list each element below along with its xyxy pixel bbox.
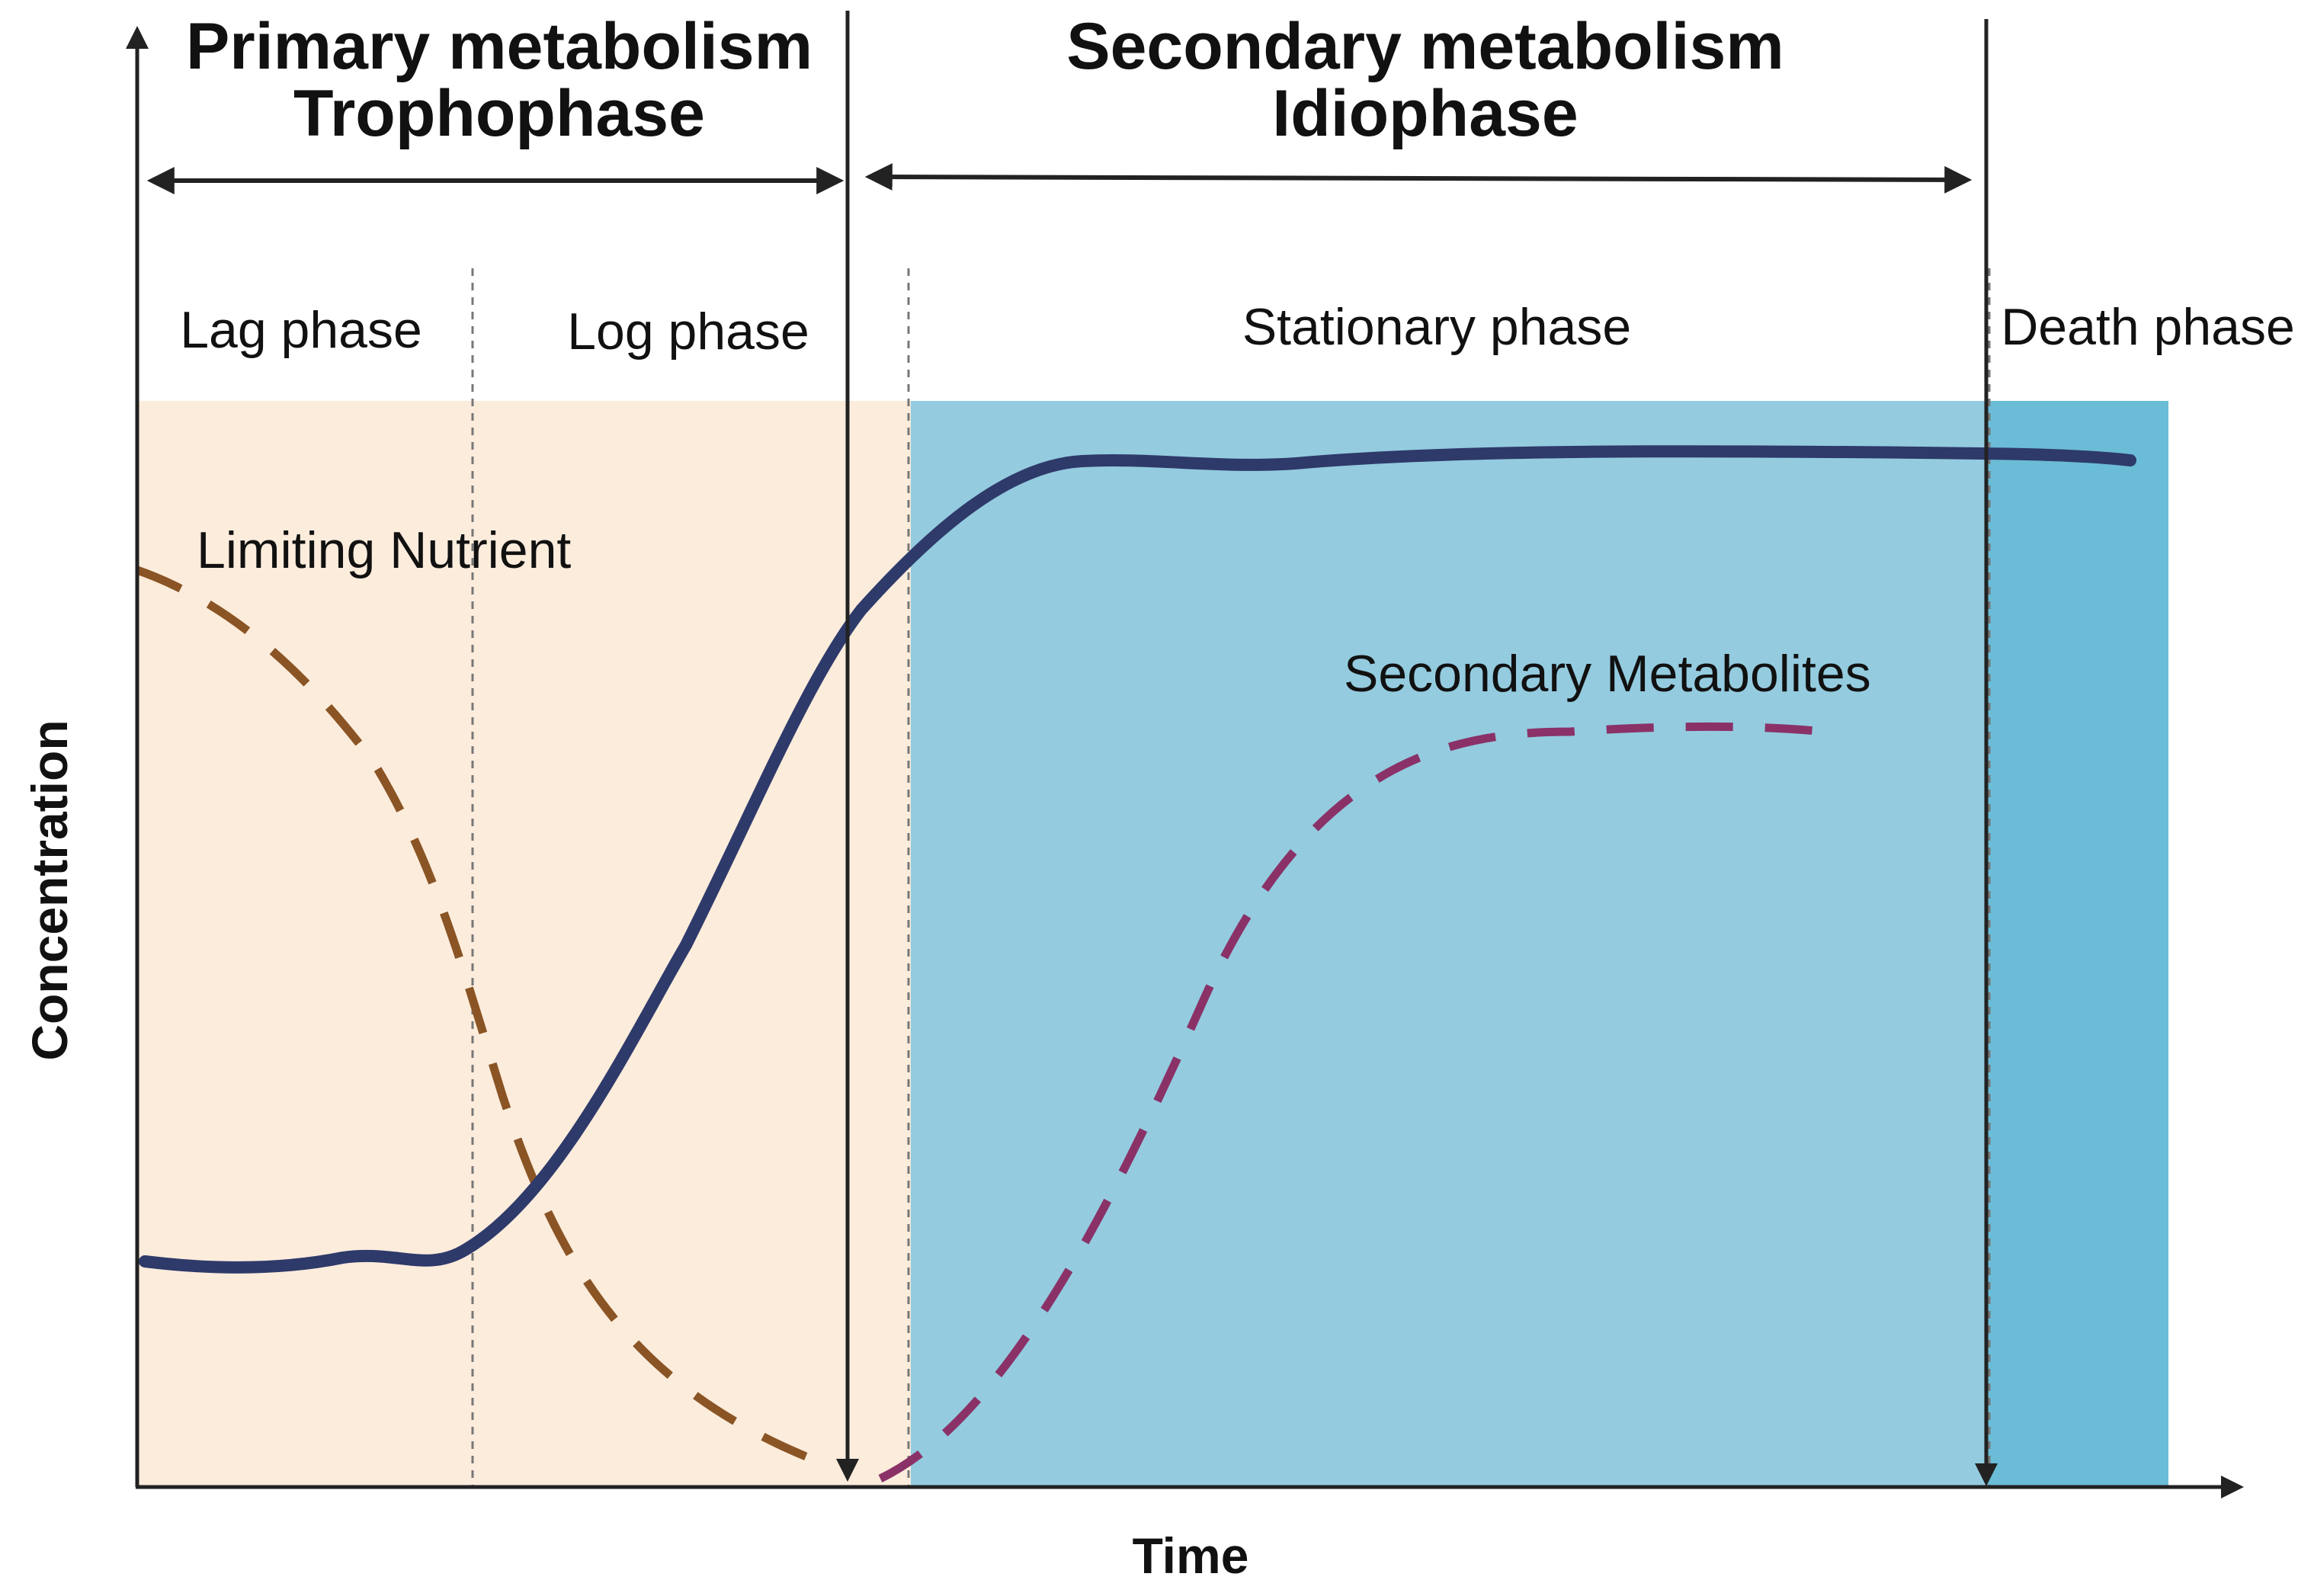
primary-metabolism-region (137, 401, 911, 1487)
y-axis-label: Concentration (21, 719, 78, 1060)
limiting-nutrient-label: Limiting Nutrient (197, 521, 571, 579)
secondary-metabolism-title: Secondary metabolism (1066, 10, 1784, 83)
stationary-phase-region (911, 401, 1985, 1487)
idiophase-span-arrow (864, 163, 1973, 194)
trophophase-title: Trophophase (293, 77, 705, 150)
secondary-metabolites-label: Secondary Metabolites (1344, 645, 1871, 703)
log-phase-label: Log phase (567, 303, 809, 361)
lag-phase-label: Lag phase (180, 301, 422, 359)
death-phase-label: Death phase (2001, 298, 2295, 356)
x-axis-label: Time (1133, 1527, 1249, 1584)
growth-curve (139, 445, 2136, 1274)
death-phase-region (1985, 401, 2168, 1487)
primary-metabolism-title: Primary metabolism (186, 10, 812, 83)
idiophase-title: Idiophase (1272, 77, 1578, 150)
limiting-nutrient-curve (136, 566, 825, 1468)
stationary-phase-label: Stationary phase (1242, 298, 1631, 356)
